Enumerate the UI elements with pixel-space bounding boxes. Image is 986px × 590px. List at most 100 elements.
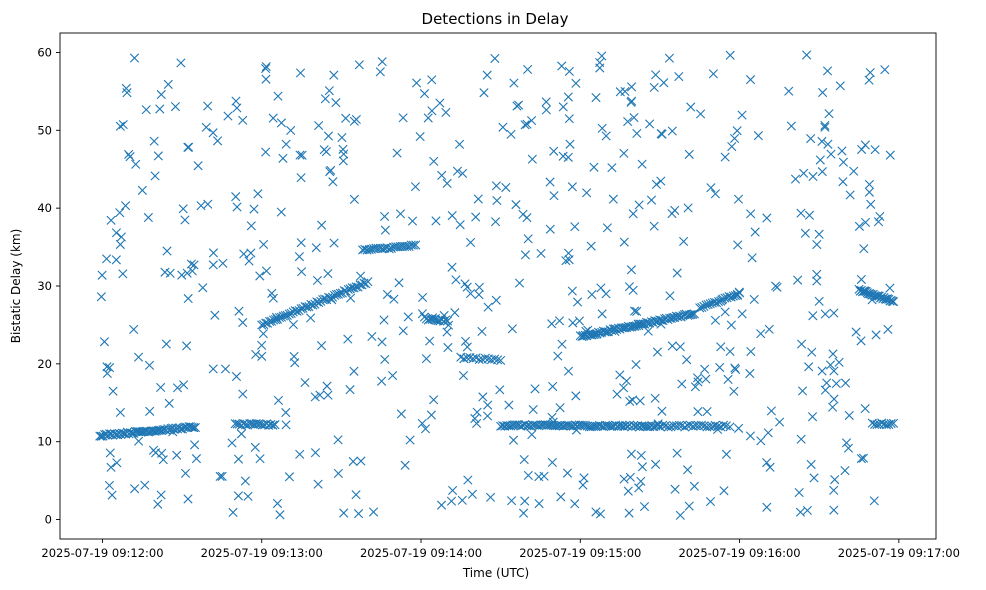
scatter-point bbox=[317, 220, 327, 230]
scatter-point bbox=[121, 83, 131, 93]
scatter-point bbox=[667, 209, 677, 219]
scatter-point bbox=[268, 113, 278, 123]
scatter-point bbox=[483, 302, 493, 312]
scatter-point bbox=[746, 346, 756, 357]
scatter-point bbox=[800, 228, 810, 238]
scatter-point bbox=[490, 217, 501, 227]
y-axis: 0 10 20 30 40 50 60 bbox=[37, 45, 60, 527]
scatter-point bbox=[656, 176, 666, 186]
scatter-point bbox=[490, 53, 500, 64]
scatter-point bbox=[859, 244, 869, 254]
scatter-point bbox=[322, 381, 332, 391]
scatter-point bbox=[231, 371, 242, 382]
scatter-point bbox=[628, 395, 638, 405]
scatter-point bbox=[723, 374, 733, 384]
scatter-point bbox=[420, 424, 431, 434]
track-point bbox=[666, 422, 676, 432]
scatter-point bbox=[817, 167, 827, 177]
scatter-point bbox=[626, 449, 636, 459]
scatter-point bbox=[829, 505, 839, 515]
scatter-point bbox=[679, 236, 689, 247]
scatter-point bbox=[790, 174, 801, 184]
scatter-point bbox=[652, 347, 663, 357]
scatter-point bbox=[665, 291, 675, 301]
scatter-point bbox=[111, 255, 121, 265]
scatter-point bbox=[112, 458, 122, 468]
y-tick-label: 30 bbox=[37, 279, 52, 293]
track-point bbox=[302, 302, 312, 312]
scatter-point bbox=[824, 109, 834, 119]
scatter-point bbox=[472, 407, 482, 417]
track-point bbox=[266, 419, 276, 430]
scatter-point bbox=[97, 270, 107, 280]
scatter-point bbox=[732, 126, 742, 136]
scatter-point bbox=[795, 507, 806, 517]
scatter-point bbox=[323, 390, 333, 400]
scatter-point bbox=[156, 490, 166, 500]
track-point bbox=[674, 311, 685, 321]
track-point bbox=[278, 311, 288, 321]
scatter-point bbox=[865, 67, 875, 78]
scatter-point bbox=[394, 278, 404, 288]
scatter-point bbox=[514, 278, 525, 288]
scatter-point bbox=[345, 385, 355, 395]
scatter-point bbox=[267, 288, 277, 298]
scatter-point bbox=[564, 114, 574, 124]
track-point bbox=[349, 283, 359, 293]
scatter-point bbox=[695, 109, 706, 119]
scatter-point bbox=[228, 507, 238, 517]
scatter-point bbox=[111, 228, 122, 238]
scatter-point bbox=[105, 448, 115, 458]
scatter-point bbox=[796, 434, 806, 444]
scatter-point bbox=[96, 292, 106, 302]
scatter-point bbox=[153, 151, 163, 161]
scatter-point bbox=[215, 471, 225, 481]
scatter-point bbox=[745, 75, 756, 85]
track-point bbox=[510, 420, 520, 430]
scatter-point bbox=[657, 406, 667, 416]
scatter-point bbox=[822, 66, 833, 76]
scatter-point bbox=[860, 403, 870, 414]
scatter-point bbox=[589, 162, 599, 172]
scatter-point bbox=[825, 360, 836, 370]
scatter-point bbox=[474, 290, 484, 300]
scatter-point bbox=[871, 330, 881, 340]
scatter-point bbox=[796, 339, 807, 349]
scatter-point bbox=[203, 101, 213, 111]
scatter-point bbox=[421, 354, 431, 364]
x-tick-label: 2025-07-19 09:16:00 bbox=[678, 546, 800, 560]
scatter-point bbox=[623, 116, 633, 127]
scatter-point bbox=[591, 507, 601, 517]
track-point bbox=[459, 354, 469, 364]
scatter-point bbox=[129, 324, 139, 335]
scatter-point bbox=[534, 499, 544, 509]
scatter-point bbox=[636, 450, 646, 461]
scatter-point bbox=[261, 147, 271, 157]
scatter-point bbox=[377, 57, 387, 67]
scatter-point bbox=[233, 454, 244, 464]
scatter-point bbox=[485, 492, 496, 502]
scatter-point bbox=[831, 378, 841, 389]
scatter-point bbox=[548, 381, 558, 392]
scatter-point bbox=[838, 157, 849, 167]
scatter-point bbox=[437, 170, 447, 180]
scatter-point bbox=[849, 166, 859, 176]
track-point bbox=[408, 240, 419, 250]
scatter-point bbox=[700, 364, 710, 374]
scatter-point bbox=[450, 308, 460, 318]
scatter-point bbox=[355, 271, 366, 281]
scatter-point bbox=[180, 215, 190, 225]
scatter-point bbox=[818, 87, 828, 98]
scatter-point bbox=[426, 410, 437, 420]
scatter-point bbox=[591, 93, 601, 103]
scatter-point bbox=[835, 81, 845, 91]
scatter-point bbox=[563, 366, 574, 376]
scatter-point bbox=[261, 61, 271, 72]
track-point bbox=[710, 420, 720, 430]
scatter-point bbox=[806, 459, 816, 470]
scatter-point bbox=[143, 212, 153, 223]
scatter-point bbox=[164, 398, 174, 408]
scatter-point bbox=[689, 481, 699, 491]
scatter-point bbox=[329, 238, 339, 248]
scatter-point bbox=[555, 403, 565, 413]
